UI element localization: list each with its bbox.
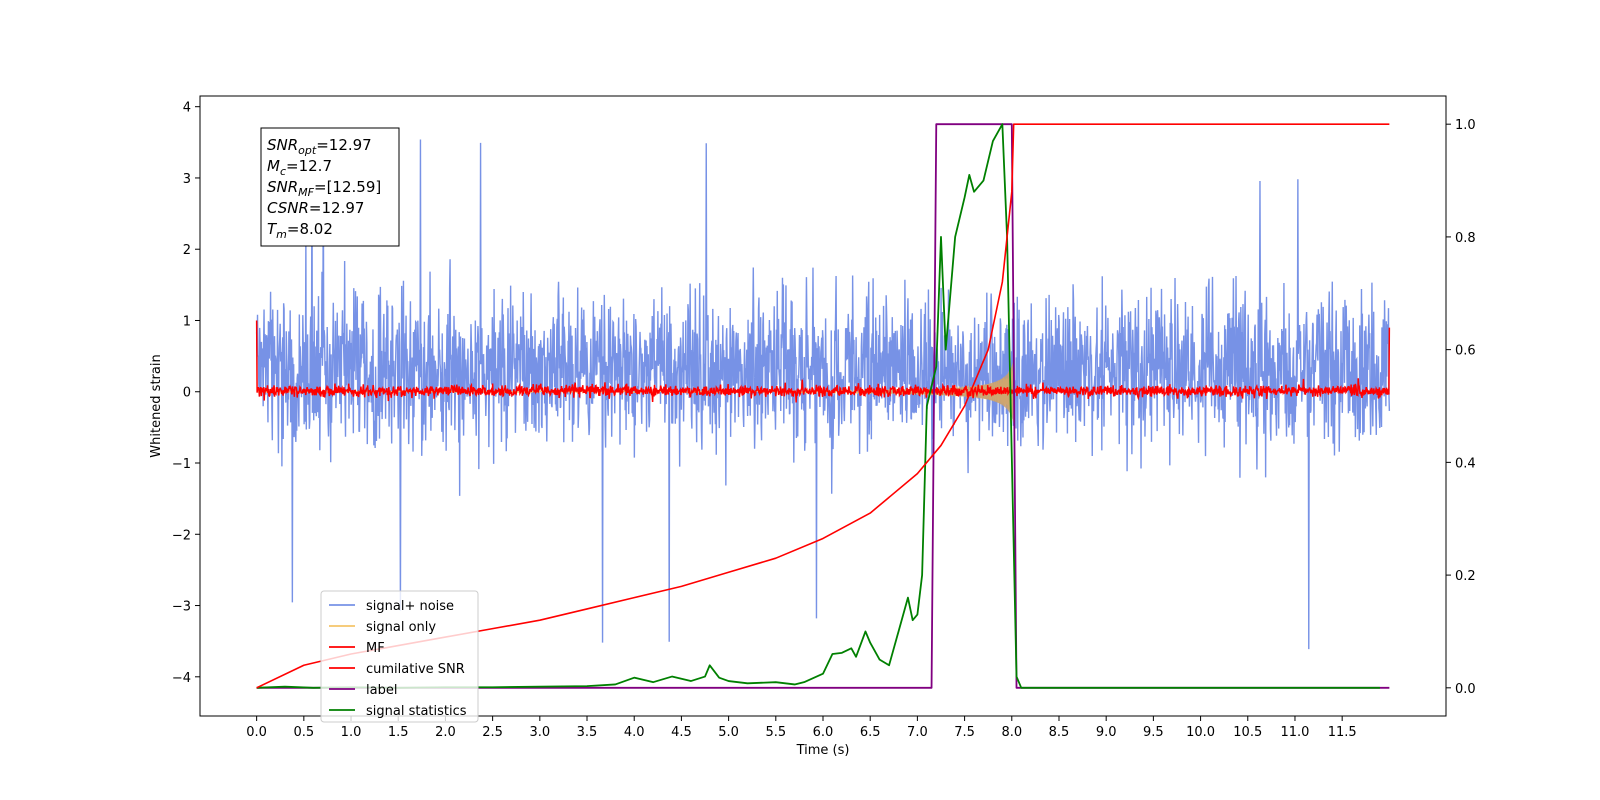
y-left-tick-label: −4: [172, 671, 191, 686]
series-signal-noise-line: [255, 139, 1391, 650]
annotation-subscript: m: [276, 228, 287, 241]
annotation-value: =[12.59]: [314, 178, 381, 196]
x-tick-label: 5.5: [765, 725, 786, 740]
x-axis: 0.0 0.5 1.0 1.5 2.0 2.5 3.0 3.5 4.0 4.5 5.0 5.5 6.0 6…: [246, 716, 1357, 740]
y-left-tick-label: 3: [183, 172, 191, 187]
x-axis-label: Time (s): [796, 743, 850, 758]
legend-frame: [320, 590, 479, 723]
annotation-value: =12.97: [316, 136, 372, 154]
x-tick-label: 0.0: [246, 725, 267, 740]
y-axis-label: Whitened strain: [149, 354, 164, 457]
y-left-tick-label: 2: [183, 243, 191, 258]
series-mf-line: [255, 320, 1391, 403]
annotation-line: Mc=12.7: [267, 157, 332, 178]
annotation-line: CSNR=12.97: [267, 199, 364, 217]
legend-label: signal statistics: [366, 704, 467, 719]
annotation-subscript: c: [280, 165, 286, 178]
annotation-line: SNRopt=12.97: [267, 136, 372, 157]
y-left-tick-label: 1: [183, 314, 191, 329]
annotation-line: Tm=8.02: [267, 220, 333, 241]
annotation-symbol: M: [267, 157, 280, 175]
y-left-tick-label: 4: [183, 101, 191, 116]
x-tick-label: 4.0: [624, 725, 645, 740]
x-tick-label: 4.5: [671, 725, 692, 740]
annotation-symbol: SNR: [267, 178, 298, 196]
x-tick-label: 10.5: [1233, 725, 1262, 740]
legend-label: MF: [366, 641, 385, 656]
annotation-symbol: SNR: [267, 136, 298, 154]
annotation-subscript: opt: [298, 144, 317, 157]
annotation-value: =8.02: [287, 220, 333, 238]
annotation-symbol: T: [267, 220, 278, 238]
x-tick-label: 2.5: [482, 725, 503, 740]
annotation-symbol: CSNR: [267, 199, 309, 217]
x-tick-label: 3.5: [577, 725, 598, 740]
y-left-tick-label: −2: [172, 528, 191, 543]
x-tick-label: 8.5: [1049, 725, 1070, 740]
series-signal-statistics-line: [256, 123, 1380, 689]
x-tick-label: 2.0: [435, 725, 456, 740]
y-right-tick-label: 0.2: [1455, 569, 1476, 584]
x-tick-label: 9.0: [1096, 725, 1117, 740]
y-left-tick-label: −3: [172, 600, 191, 615]
x-tick-label: 1.0: [341, 725, 362, 740]
annotation-value: =12.7: [286, 157, 332, 175]
x-tick-label: 10.0: [1186, 725, 1215, 740]
x-tick-label: 11.5: [1328, 725, 1357, 740]
x-tick-label: 1.5: [388, 725, 409, 740]
y-right-tick-label: 0.6: [1455, 344, 1476, 359]
x-tick-label: 8.0: [1001, 725, 1022, 740]
x-tick-label: 5.0: [718, 725, 739, 740]
annotation-box: SNRopt=12.97Mc=12.7SNRMF=[12.59]CSNR=12.…: [260, 127, 400, 247]
x-tick-label: 6.5: [860, 725, 881, 740]
x-tick-label: 0.5: [293, 725, 314, 740]
y-right-tick-label: 0.4: [1455, 456, 1476, 471]
annotation-frame: [260, 127, 400, 247]
legend-label: label: [366, 683, 397, 698]
annotation-subscript: MF: [298, 186, 314, 199]
y-axis-left: −4 −3 −2 −1 0 1 2 3 4: [172, 101, 200, 686]
x-tick-label: 7.5: [954, 725, 975, 740]
x-tick-label: 7.0: [907, 725, 928, 740]
legend-label: signal only: [366, 620, 436, 635]
x-tick-label: 11.0: [1280, 725, 1309, 740]
y-right-tick-label: 1.0: [1455, 118, 1476, 133]
y-right-tick-label: 0.8: [1455, 231, 1476, 246]
legend: signal+ noise signal only MF cumilative SNR…: [320, 590, 479, 723]
x-tick-label: 3.0: [529, 725, 550, 740]
y-left-tick-label: −1: [172, 457, 191, 472]
x-tick-label: 6.0: [813, 725, 834, 740]
legend-label: signal+ noise: [366, 599, 454, 614]
y-axis-right: 0.0 0.2 0.4 0.6 0.8 1.0: [1446, 118, 1476, 697]
y-left-tick-label: 0: [183, 386, 191, 401]
legend-label: cumilative SNR: [366, 662, 465, 677]
annotation-value: =12.97: [309, 199, 365, 217]
x-tick-label: 9.5: [1143, 725, 1164, 740]
annotation-line: SNRMF=[12.59]: [267, 178, 381, 199]
y-right-tick-label: 0.0: [1455, 682, 1476, 697]
